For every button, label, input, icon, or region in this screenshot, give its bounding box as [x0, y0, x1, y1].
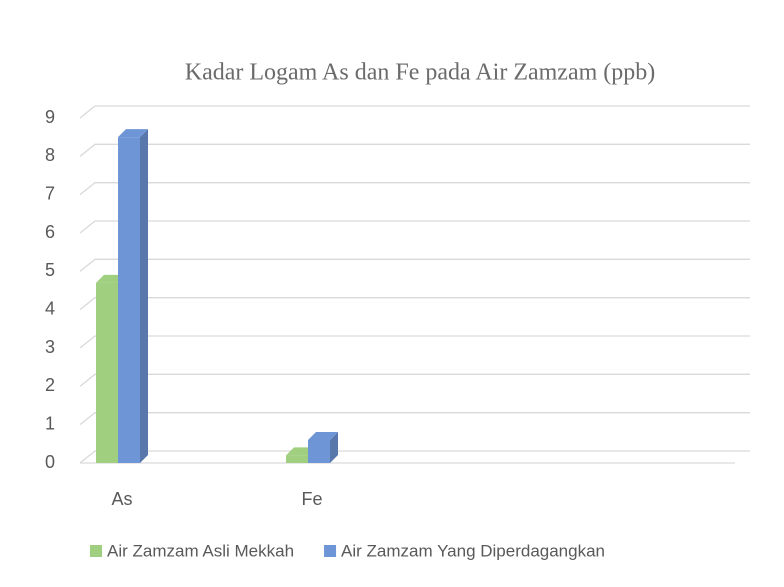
y-tick-label: 9 — [45, 107, 55, 127]
legend-swatch — [90, 545, 102, 557]
grid-line — [80, 144, 750, 156]
grid-line — [80, 221, 750, 233]
bar — [96, 283, 118, 463]
y-tick-label: 1 — [45, 413, 55, 433]
grid-line — [80, 374, 750, 386]
y-tick-label: 6 — [45, 222, 55, 242]
grid-line — [80, 106, 750, 118]
y-tick-label: 8 — [45, 145, 55, 165]
grid-line — [80, 298, 750, 310]
bar — [118, 137, 140, 463]
grid-line — [80, 336, 750, 348]
grid-line — [80, 183, 750, 195]
bar — [308, 440, 330, 463]
y-tick-label: 4 — [45, 298, 55, 318]
legend-label: Air Zamzam Yang Diperdagangkan — [341, 541, 605, 560]
y-tick-label: 7 — [45, 183, 55, 203]
grid-line — [80, 259, 750, 271]
y-tick-label: 2 — [45, 375, 55, 395]
y-tick-label: 3 — [45, 337, 55, 357]
y-tick-label: 0 — [45, 452, 55, 472]
bar — [286, 455, 308, 463]
y-tick-label: 5 — [45, 260, 55, 280]
chart-title: Kadar Logam As dan Fe pada Air Zamzam (p… — [185, 60, 656, 86]
legend-label: Air Zamzam Asli Mekkah — [107, 541, 294, 560]
grid-line — [80, 413, 750, 425]
grid-line — [80, 451, 750, 463]
legend-swatch — [324, 545, 336, 557]
x-tick-label: Fe — [301, 489, 322, 509]
bar-side — [140, 129, 148, 463]
x-tick-label: As — [111, 489, 132, 509]
chart: Kadar Logam As dan Fe pada Air Zamzam (p… — [0, 0, 784, 587]
